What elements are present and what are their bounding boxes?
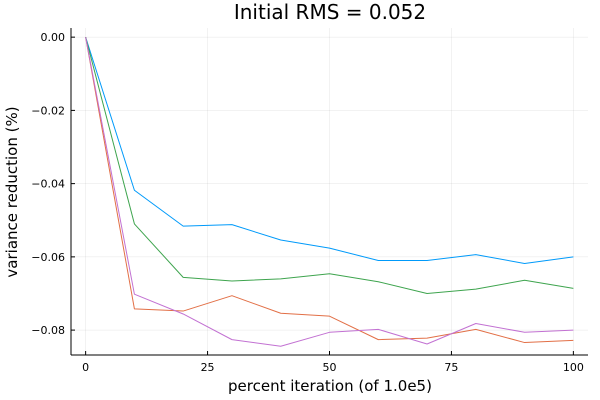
y-tick-label: −0.02 [31, 104, 65, 117]
series-layer [85, 36, 574, 347]
y-tick-label: −0.04 [31, 178, 65, 191]
x-tick-label: 0 [82, 361, 89, 374]
y-axis-label: variance reduction (%) [3, 106, 21, 277]
series-line-2 [85, 37, 574, 344]
x-axis-label: percent iteration (of 1.0e5) [228, 377, 432, 395]
y-axis-ticks: 0.00 −0.02 −0.04 −0.06 −0.08 [31, 31, 75, 337]
x-tick-label: 50 [323, 361, 337, 374]
series-line-3 [85, 37, 574, 294]
x-axis-ticks: 0 25 50 75 100 [82, 351, 584, 374]
series-line-4 [85, 37, 574, 347]
grid [71, 28, 588, 355]
series-line-1 [85, 36, 574, 264]
y-tick-label: −0.08 [31, 324, 65, 337]
x-tick-label: 75 [444, 361, 458, 374]
chart-title: Initial RMS = 0.052 [234, 0, 426, 24]
y-tick-label: 0.00 [41, 31, 66, 44]
x-tick-label: 100 [563, 361, 584, 374]
y-tick-label: −0.06 [31, 251, 65, 264]
x-tick-label: 25 [201, 361, 215, 374]
